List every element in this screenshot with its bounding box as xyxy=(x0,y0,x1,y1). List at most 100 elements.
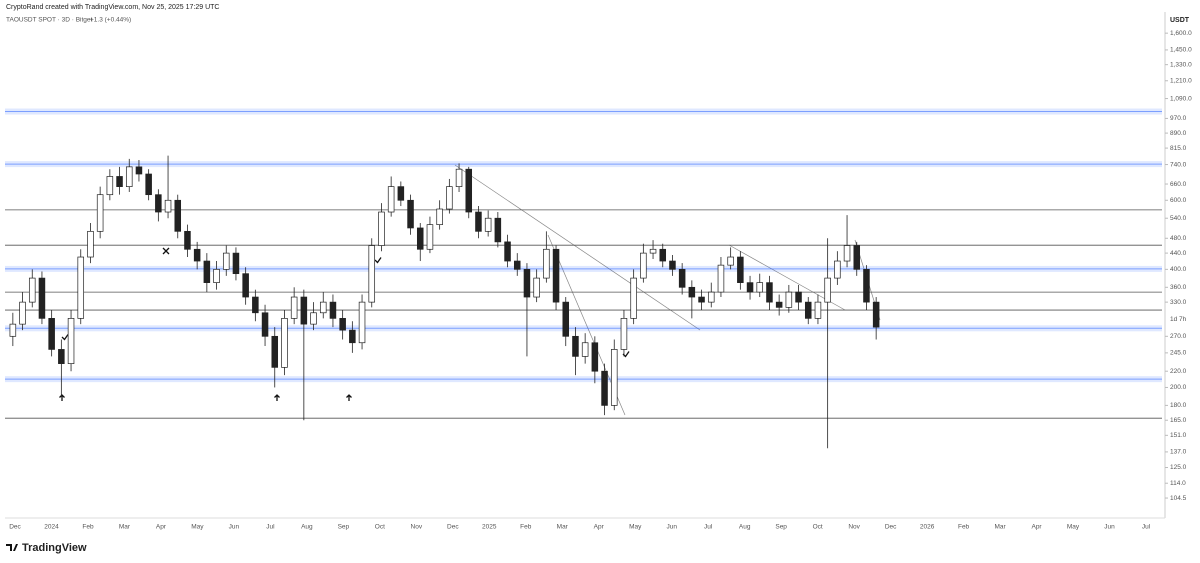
x-tick-label: 2024 xyxy=(44,524,59,531)
candle-body xyxy=(814,301,822,319)
y-tick-label: 740.0 xyxy=(1170,161,1187,168)
candle-body xyxy=(125,166,133,187)
x-tick-label: 2026 xyxy=(920,524,935,531)
check-marker xyxy=(61,334,69,341)
candle-body xyxy=(164,199,172,213)
x-tick-label: 2025 xyxy=(482,524,497,531)
candle-body xyxy=(465,168,473,213)
candle-body xyxy=(533,277,540,298)
y-tick-label: 660.0 xyxy=(1170,181,1187,188)
candle-body xyxy=(242,273,249,298)
candle-body xyxy=(58,349,65,364)
cross-marker xyxy=(162,247,170,255)
y-tick-label: 1,090.0 xyxy=(1170,95,1192,102)
y-tick-label: 1,210.0 xyxy=(1170,77,1192,84)
candle-body xyxy=(290,296,298,319)
candle-body xyxy=(775,301,783,308)
y-tick-label: 245.0 xyxy=(1170,350,1187,357)
y-tick-label: 1,450.0 xyxy=(1170,47,1192,54)
candle-body xyxy=(436,208,443,226)
y-axis-label: USDT xyxy=(1170,17,1190,24)
candle-body xyxy=(9,323,17,337)
candle-body xyxy=(640,252,647,279)
y-tick-label: 137.0 xyxy=(1170,449,1187,456)
candle-body xyxy=(339,318,346,331)
y-tick-label: 600.0 xyxy=(1170,197,1187,204)
x-tick-label: Feb xyxy=(520,524,532,531)
candle-body xyxy=(368,245,376,303)
candle-body xyxy=(77,256,85,319)
candle-body xyxy=(581,342,589,357)
x-tick-label: Apr xyxy=(156,524,167,531)
candle-body xyxy=(87,230,94,258)
candle-body xyxy=(688,286,696,298)
brand-icon xyxy=(6,544,18,551)
x-tick-label: Nov xyxy=(848,524,860,531)
candle-body xyxy=(669,260,676,270)
y-tick-label: 540.0 xyxy=(1170,215,1187,222)
candle-body xyxy=(96,194,104,232)
x-tick-label: Sep xyxy=(338,524,350,531)
candle-body xyxy=(727,256,734,266)
markers xyxy=(59,247,630,401)
trendline xyxy=(454,164,701,331)
y-tick-label: 125.0 xyxy=(1170,464,1187,471)
x-tick-label: May xyxy=(191,524,204,531)
arrow-marker xyxy=(346,394,352,401)
y-tick-label: 815.0 xyxy=(1170,145,1187,152)
candle-body xyxy=(261,312,269,337)
y-tick-label: 440.0 xyxy=(1170,250,1187,257)
candle-body xyxy=(863,269,870,303)
y-tick-label: 165.0 xyxy=(1170,417,1187,424)
candle-body xyxy=(222,252,230,270)
brand-logo: TradingView xyxy=(22,542,87,554)
candle-body xyxy=(145,173,152,196)
candle-body xyxy=(795,291,802,303)
x-tick-label: Feb xyxy=(82,524,94,531)
candle-body xyxy=(475,211,482,232)
caption: CryptoRand created with TradingView.com,… xyxy=(6,4,219,11)
x-tick-label: Mar xyxy=(994,524,1006,531)
candle-body xyxy=(155,194,162,213)
candle-body xyxy=(193,248,201,262)
chart-title: TAOUSDT SPOT · 3D · Bitget xyxy=(6,17,93,24)
candle-body xyxy=(135,166,143,175)
candle-body xyxy=(707,291,715,303)
y-tick-label: 270.0 xyxy=(1170,333,1187,340)
candle-body xyxy=(659,248,667,262)
x-tick-label: Dec xyxy=(885,524,897,531)
check-marker xyxy=(374,257,382,264)
candle-body xyxy=(494,217,502,243)
candle-body xyxy=(785,291,793,308)
candle-body xyxy=(319,301,327,314)
x-tick-label: Oct xyxy=(375,524,385,531)
x-tick-label: Aug xyxy=(301,524,313,531)
candle-body xyxy=(387,186,395,213)
x-tick-label: Aug xyxy=(739,524,751,531)
candle-body xyxy=(349,329,356,344)
y-tick-label: 330.0 xyxy=(1170,299,1187,306)
y-tick-label: 1,600.0 xyxy=(1170,30,1192,37)
candle-body xyxy=(824,277,831,303)
candle-body xyxy=(513,260,521,270)
candle-body xyxy=(213,269,220,283)
arrow-marker xyxy=(59,394,65,401)
y-tick-label: 114.0 xyxy=(1170,480,1186,487)
arrow-marker xyxy=(274,394,280,401)
candle-body xyxy=(271,335,279,368)
candle-body xyxy=(407,199,414,229)
x-tick-label: Jun xyxy=(666,524,677,531)
candle-body xyxy=(397,186,405,201)
x-tick-label: Jul xyxy=(704,524,713,531)
countdown: 1d 7h xyxy=(1170,316,1187,323)
candle-body xyxy=(698,296,705,303)
candle-body xyxy=(804,301,812,319)
candle-body xyxy=(329,301,337,319)
y-tick-label: 400.0 xyxy=(1170,266,1187,273)
candle-body xyxy=(766,282,773,303)
candle-body xyxy=(630,277,637,319)
candle-body xyxy=(591,342,599,372)
y-tick-label: 200.0 xyxy=(1170,384,1187,391)
candle-body xyxy=(562,301,570,337)
